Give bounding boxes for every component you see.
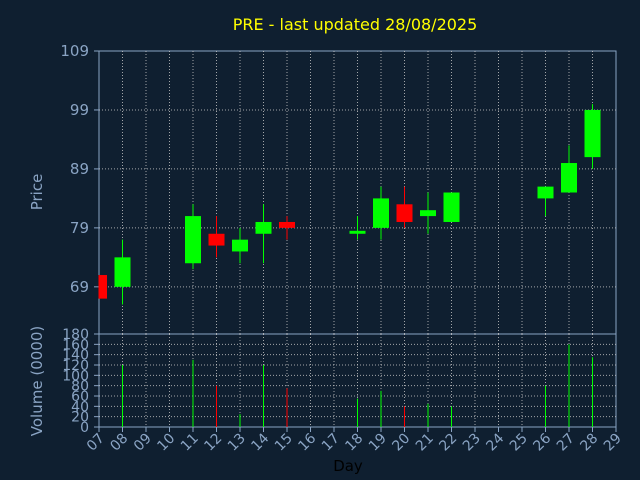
x-tick-label: 17 xyxy=(319,431,343,455)
x-tick-label: 16 xyxy=(295,430,319,454)
volume-tick-label: 20 xyxy=(71,410,89,426)
volume-bars xyxy=(122,344,593,427)
candlesticks xyxy=(98,104,601,305)
price-axis-label: Price xyxy=(28,174,46,211)
volume-tick-label: 100 xyxy=(62,368,89,384)
x-tick-label: 26 xyxy=(530,430,554,454)
volume-tick-label: 40 xyxy=(71,399,89,415)
x-tick-label: 09 xyxy=(131,431,155,455)
volume-tick-label: 160 xyxy=(62,337,89,353)
candle-body xyxy=(114,257,131,287)
candle-body xyxy=(443,192,460,222)
x-tick-label: 12 xyxy=(201,431,225,455)
x-tick-label: 23 xyxy=(460,431,484,455)
price-tick-label: 69 xyxy=(70,278,89,296)
x-axis-ticks: 07 08 09 10 11 12 13 14 15 16 17 18 19 20 21 22 23 24 25 26… xyxy=(84,427,625,454)
x-tick-label: 08 xyxy=(107,431,131,455)
x-tick-label: 15 xyxy=(272,431,296,455)
x-tick-label: 29 xyxy=(601,431,625,455)
candle-body xyxy=(396,204,413,222)
candle-body xyxy=(208,233,225,246)
price-tick-label: 109 xyxy=(60,42,89,60)
candle-body xyxy=(99,275,107,299)
volume-tick-label: 120 xyxy=(62,358,89,374)
x-tick-label: 27 xyxy=(554,431,578,455)
candle-body xyxy=(232,239,248,252)
x-axis-label: Day xyxy=(333,457,363,475)
x-tick-label: 20 xyxy=(389,431,413,455)
volume-tick-label: 60 xyxy=(71,389,89,405)
volume-tick-label: 0 xyxy=(80,420,89,436)
x-tick-label: 14 xyxy=(248,430,272,454)
x-tick-label: 21 xyxy=(413,431,437,455)
candle-body xyxy=(373,198,389,228)
candle-body xyxy=(255,221,272,234)
candle-body xyxy=(561,163,577,193)
x-tick-label: 22 xyxy=(436,431,460,455)
volume-tick-label: 180 xyxy=(62,327,89,343)
candle-body xyxy=(537,186,554,199)
volume-tick-label: 80 xyxy=(71,379,89,395)
x-tick-label: 28 xyxy=(577,431,601,455)
x-tick-label: 10 xyxy=(154,431,178,455)
volume-axis-label: Volume (0000) xyxy=(28,326,46,436)
candle-body xyxy=(349,230,366,234)
candle-body xyxy=(420,210,436,217)
candle-body xyxy=(185,216,201,264)
x-tick-label: 25 xyxy=(507,431,531,455)
x-tick-label: 13 xyxy=(225,431,249,455)
chart-title: PRE - last updated 28/08/2025 xyxy=(233,15,478,34)
volume-tick-label: 140 xyxy=(62,348,89,364)
x-tick-label: 18 xyxy=(342,431,366,455)
candle-body xyxy=(279,221,295,228)
candle-body xyxy=(584,109,601,158)
x-tick-label: 11 xyxy=(178,431,202,455)
price-tick-label: 99 xyxy=(70,101,89,119)
price-tick-label: 89 xyxy=(70,160,89,178)
price-tick-label: 79 xyxy=(70,219,89,237)
price-y-ticks: 69 79 89 99 109 xyxy=(60,42,99,296)
x-tick-label: 24 xyxy=(483,430,507,454)
x-tick-label: 19 xyxy=(366,431,390,455)
